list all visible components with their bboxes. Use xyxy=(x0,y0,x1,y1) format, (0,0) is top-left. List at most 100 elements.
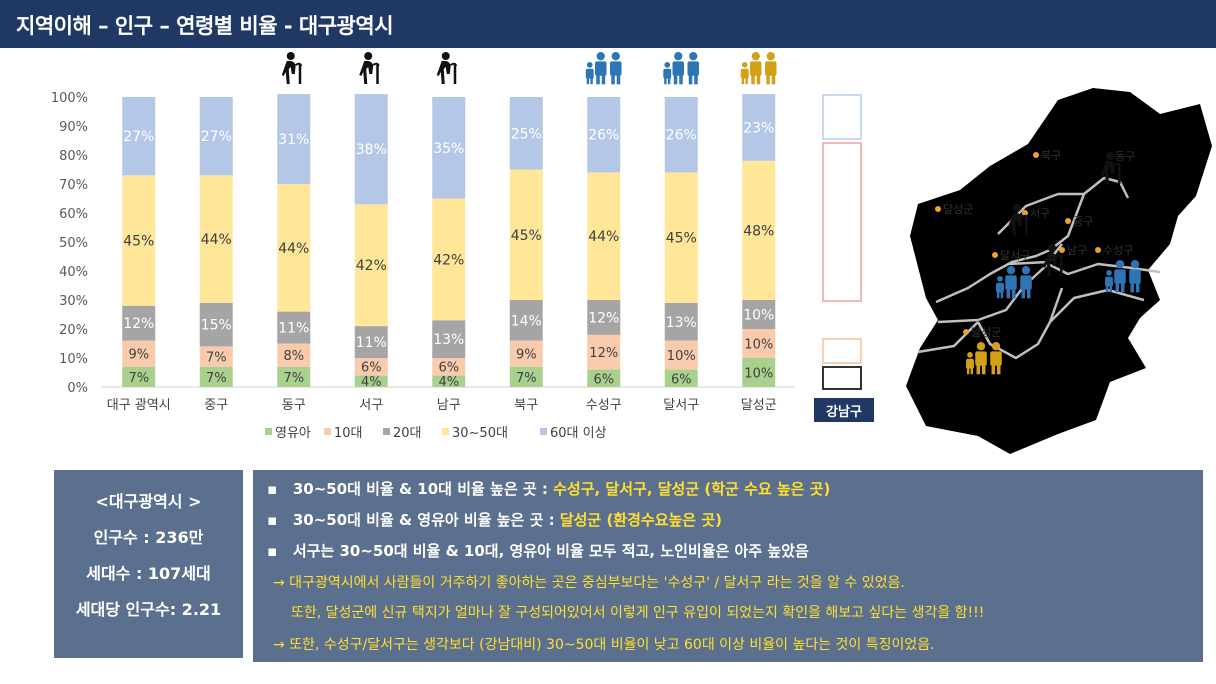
bar-segment xyxy=(509,340,543,367)
note-2-text: 30~50대 비율 & 영유아 비율 높은 곳 : xyxy=(292,511,560,529)
legend-label: 30~50대 xyxy=(452,426,508,441)
data-label: 45% xyxy=(511,228,542,244)
icon-cane-handle xyxy=(1114,162,1122,167)
icon-person-head xyxy=(664,62,671,68)
elderly-icon xyxy=(359,52,380,84)
data-label: 6% xyxy=(671,372,692,387)
map-dot xyxy=(963,329,969,335)
data-label: 7% xyxy=(206,351,227,366)
icon-body xyxy=(1101,160,1115,184)
note-2-highlight: 달성군 (환경수요높은 곳) xyxy=(559,511,722,529)
bar-segment xyxy=(277,366,311,387)
data-label: 7% xyxy=(206,371,227,386)
icon-cane-handle xyxy=(372,62,380,67)
icon-person-head xyxy=(741,62,748,68)
map-label: 달성군 xyxy=(971,326,1001,339)
bar-segment xyxy=(509,169,543,300)
icon-person-head xyxy=(611,52,620,61)
data-label: 10% xyxy=(744,367,773,382)
map-label: 서구 xyxy=(1030,207,1050,220)
icon-body xyxy=(436,60,451,84)
icon-person-leg xyxy=(1000,291,1004,299)
y-tick-label: 10% xyxy=(59,352,88,367)
icon-person-head xyxy=(689,52,698,61)
icon-cane xyxy=(453,65,457,84)
icon-person-leg xyxy=(590,77,593,85)
bar-segment xyxy=(354,94,388,205)
icon-person-leg xyxy=(1006,288,1011,299)
data-label: 13% xyxy=(433,332,464,348)
icon-person-leg xyxy=(756,74,761,85)
x-tick-label: 서구 xyxy=(359,398,383,413)
elderly-icon xyxy=(281,52,303,84)
icon-person-head xyxy=(1130,260,1140,269)
icon-person-leg xyxy=(771,74,776,85)
elderly-icon xyxy=(436,52,458,84)
bar-segment xyxy=(122,340,156,367)
legend-label: 10대 xyxy=(334,426,363,441)
elderly-icon xyxy=(1008,204,1029,236)
icon-head xyxy=(441,52,450,60)
data-label: 45% xyxy=(666,231,697,247)
data-label: 6% xyxy=(361,361,382,376)
bar-segment xyxy=(587,97,621,173)
data-label: 44% xyxy=(588,229,619,245)
data-label: 13% xyxy=(666,315,697,331)
map-label: 달성군 xyxy=(943,203,973,216)
icon-person-head xyxy=(1106,270,1112,276)
icon-person-leg xyxy=(1135,282,1140,293)
icon-person-body xyxy=(687,61,700,76)
icon-person-leg xyxy=(976,364,981,375)
page-title: 지역이해 – 인구 – 연령별 비율 - 대구광역시 xyxy=(16,14,394,38)
icon-person-leg xyxy=(694,74,698,85)
icon-person-head xyxy=(586,62,593,68)
y-tick-label: 20% xyxy=(59,323,88,338)
icon-cane xyxy=(1118,165,1121,184)
icon-cane-handle xyxy=(450,62,458,67)
data-label: 10% xyxy=(743,308,774,324)
bar-segment xyxy=(354,358,388,376)
icon-person-body xyxy=(1105,276,1113,287)
icon-cane-handle xyxy=(295,62,303,67)
data-label: 42% xyxy=(433,252,464,268)
icon-cane-handle xyxy=(1021,214,1029,219)
bar-segment xyxy=(587,172,621,300)
bar-segment xyxy=(432,375,466,387)
y-tick-label: 40% xyxy=(59,265,88,280)
icon-person-body xyxy=(594,61,607,76)
icon-body xyxy=(1008,212,1022,236)
bar-segment xyxy=(664,302,698,341)
icon-person-leg xyxy=(664,77,667,85)
gangnam-60s-box: 20 xyxy=(822,94,862,140)
icon-person-body xyxy=(764,61,777,76)
icon-person-body xyxy=(975,351,987,366)
y-tick-label: 100% xyxy=(51,91,88,106)
icon-person-leg xyxy=(996,291,1000,299)
data-label: 44% xyxy=(278,241,309,257)
note-arrow-1: → 대구광역시에서 사람들이 거주하기 좋아하는 곳은 중심부보다는 '수성구'… xyxy=(273,575,905,591)
icon-person-body xyxy=(1114,269,1126,284)
district-border xyxy=(976,287,1064,360)
family-icon xyxy=(1105,260,1141,293)
data-label: 6% xyxy=(593,372,614,387)
x-tick-label: 대구 광역시 xyxy=(107,398,171,413)
bar-segment xyxy=(354,326,388,358)
icon-person-body xyxy=(1129,269,1141,284)
data-label: 12% xyxy=(589,346,618,361)
family-with-child-icon xyxy=(966,342,1002,375)
icon-person-leg xyxy=(1130,282,1135,293)
icon-person-leg xyxy=(667,77,671,85)
data-label: 27% xyxy=(201,129,232,145)
map-dot xyxy=(992,252,998,258)
icon-person-head xyxy=(1115,260,1125,269)
icon-body xyxy=(359,60,374,84)
bar-segment xyxy=(199,97,233,176)
city-info-box: <대구광역시 > 인구수 : 236만 세대수 : 107세대 세대당 인구수:… xyxy=(54,470,243,658)
map-label: 동구 xyxy=(1115,150,1135,163)
bar-segment xyxy=(432,320,466,358)
analysis-notes: ▪ 30~50대 비율 & 10대 비율 높은 곳 : 수성구, 달서구, 달성… xyxy=(253,470,1203,662)
bar-segment xyxy=(199,366,233,387)
data-label: 27% xyxy=(123,129,154,145)
data-label: 6% xyxy=(438,361,459,376)
